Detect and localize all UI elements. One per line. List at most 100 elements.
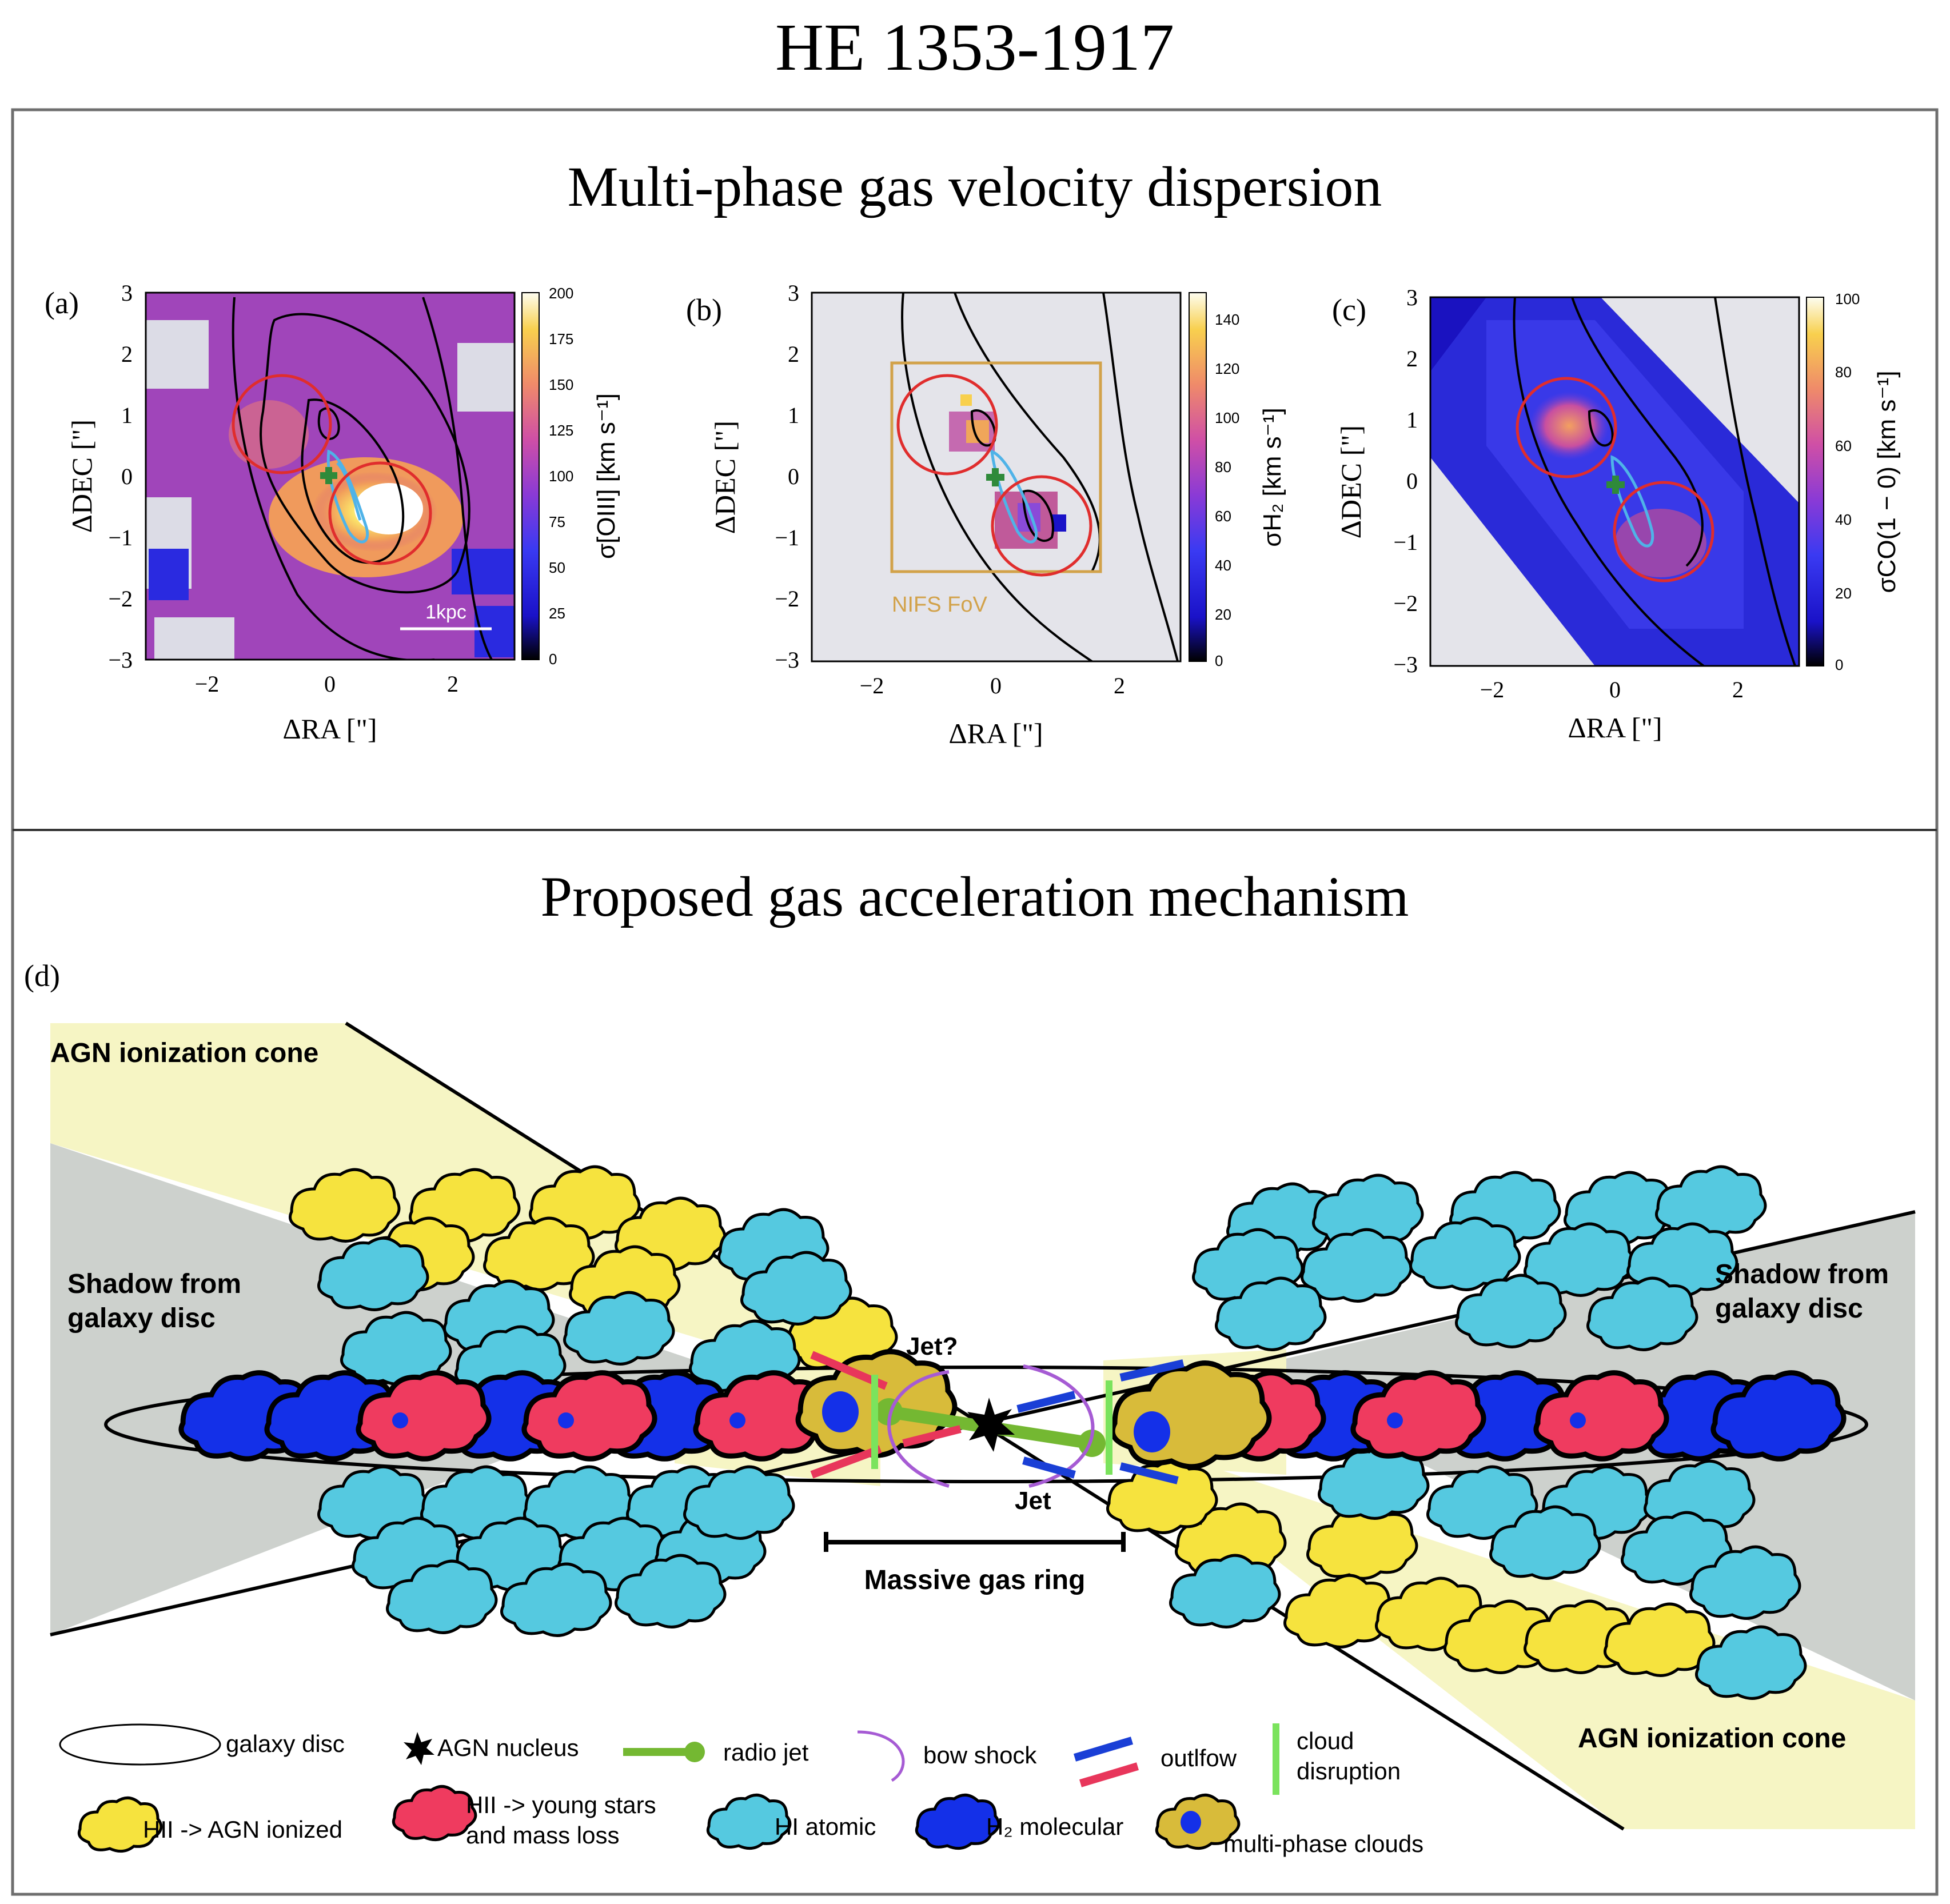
panel-d-label: (d) (24, 959, 60, 993)
panel-a-cbar-tick: 150 (549, 376, 573, 393)
panel-c-ytick: −2 (1393, 590, 1418, 616)
panel-b-cbar-tick: 140 (1215, 311, 1239, 328)
panel-c-ylabel: ΔDEC ["] (1335, 425, 1367, 538)
ring-label: Massive gas ring (864, 1565, 1086, 1595)
panel-b-xtick: 2 (1114, 673, 1125, 698)
ring-bracket (824, 1532, 1126, 1552)
legend-h2-swatch (915, 1794, 1000, 1850)
clouds-disc (178, 1370, 1847, 1462)
panel-b-ytick: 2 (788, 341, 799, 367)
shadow-label-left-2: galaxy disc (67, 1303, 216, 1334)
panel-b-cbar-tick: 120 (1215, 360, 1239, 377)
figure-frame (11, 108, 1939, 1896)
panel-c-cbar-tick: 40 (1835, 511, 1852, 528)
panel-a-cbar-tick: 50 (549, 559, 565, 576)
panel-c-ytick: 1 (1406, 407, 1418, 433)
disruption-arrows (871, 1375, 1112, 1475)
panel-a: (a) 1kpc (45, 280, 620, 745)
panel-b-cbar-tick: 80 (1215, 458, 1231, 476)
panel-c-cbar-tick: 100 (1835, 290, 1860, 308)
panel-b-center-cross (986, 468, 1004, 486)
panel-c-xtick: 0 (1609, 677, 1621, 702)
clouds-yellow (289, 1165, 1716, 1677)
panel-c-xlabel: ΔRA ["] (1568, 712, 1662, 744)
legend-cloud-disruption-1: cloud (1297, 1727, 1354, 1754)
legend-bow-shock-swatch (857, 1730, 905, 1782)
section2-title: Proposed gas acceleration mechanism (541, 865, 1409, 928)
panel-c-cbar-tick: 60 (1835, 437, 1852, 454)
cone-label-right: AGN ionization cone (1578, 1723, 1846, 1754)
panel-a-ytick: 2 (121, 341, 133, 367)
legend-hii-agn: HII -> AGN ionized (143, 1816, 342, 1843)
legend-bow-shock: bow shock (923, 1742, 1037, 1769)
panel-a-circle-ne (232, 374, 332, 474)
legend-cloud-disruption-2: disruption (1297, 1758, 1401, 1785)
agn-nucleus (967, 1398, 1015, 1452)
panel-b-ytick: 3 (788, 280, 799, 306)
panel-a-cbar-tick: 200 (549, 285, 573, 302)
panel-a-cbar-tick: 75 (549, 513, 565, 530)
legend-outflow-red (1079, 1762, 1139, 1787)
legend-outflow: outlfow (1161, 1745, 1237, 1771)
panel-a-cbar-label: σ[OIII] [km s⁻¹] (592, 393, 620, 559)
panel-a-ytick: 0 (121, 464, 133, 489)
panel-c-ytick: 2 (1406, 346, 1418, 372)
panel-b-ylabel: ΔDEC ["] (709, 421, 741, 534)
panel-b-ytick: 1 (788, 402, 799, 428)
panel-c-xtick: 2 (1732, 677, 1744, 702)
section1-title: Multi-phase gas velocity dispersion (568, 155, 1382, 218)
panel-c-ytick: 3 (1406, 285, 1418, 310)
legend-agn-nucleus: AGN nucleus (437, 1734, 579, 1761)
clouds-cyan (317, 1165, 1807, 1700)
panel-a-cbar-tick: 100 (549, 468, 573, 485)
panel-a-cbar-tick: 175 (549, 330, 573, 348)
schematic: AGN ionization cone AGN ionization cone … (50, 1021, 1916, 1831)
panel-c: (c) 3 2 1 0 −1 −2 −3 −2 0 (1332, 285, 1901, 744)
legend-multiphase-core (1181, 1811, 1201, 1834)
panel-c-cbar-label: σCO(1 − 0) [km s⁻¹] (1873, 371, 1901, 593)
panel-b-circle-ne (896, 374, 998, 476)
nifs-fov-label: NIFS FoV (892, 593, 987, 617)
bow-shock-left (887, 1370, 950, 1488)
legend-agn-nucleus-swatch (404, 1732, 434, 1765)
panel-a-ytick: −1 (108, 525, 133, 550)
legend-radio-jet: radio jet (723, 1739, 809, 1766)
panel-b-label: (b) (686, 293, 722, 327)
panel-b: (b) NIFS FoV 3 2 1 0 −1 (686, 280, 1286, 749)
panel-a-xtick: 0 (324, 671, 336, 697)
panel-a-circle-sw (328, 461, 432, 565)
panel-c-ytick: 0 (1406, 468, 1418, 494)
galaxy-disc (104, 1366, 1868, 1483)
panel-a-ytick: 1 (121, 402, 133, 428)
jet-label-left: Jet? (906, 1332, 958, 1360)
scale-bar-label: 1kpc (425, 601, 466, 623)
panel-b-xtick: −2 (860, 673, 884, 698)
panel-b-ytick: −3 (775, 647, 799, 673)
panel-a-cbar-tick: 25 (549, 605, 565, 622)
panel-a-ytick: −3 (108, 647, 133, 673)
panel-a-cbar-tick: 125 (549, 422, 573, 439)
panel-b-cbar-tick: 0 (1215, 652, 1223, 669)
panel-c-cbar-tick: 20 (1835, 585, 1852, 602)
panel-c-circle-sw (1613, 481, 1714, 582)
panel-c-xtick: −2 (1480, 677, 1505, 702)
legend: galaxy disc AGN nucleus radio jet bow sh… (59, 1723, 1423, 1857)
panel-b-xlabel: ΔRA ["] (948, 717, 1043, 749)
panel-b-circle-sw (991, 475, 1092, 577)
panel-a-ytick: 3 (121, 280, 133, 306)
panel-c-ytick: −3 (1393, 652, 1418, 677)
panel-c-center-cross (1606, 476, 1625, 494)
shadow-label-right-2: galaxy disc (1715, 1294, 1863, 1324)
legend-galaxy-disc-swatch (59, 1723, 221, 1766)
panel-b-cbar-tick: 60 (1215, 508, 1231, 525)
shadow-label-right-1: Shadow from (1715, 1259, 1889, 1290)
panel-b-xtick: 0 (990, 673, 1002, 698)
nifs-fov-box (890, 361, 1102, 573)
panel-b-ytick: −2 (775, 586, 799, 612)
panel-c-circle-ne (1516, 377, 1617, 478)
panel-a-xtick: −2 (195, 671, 220, 697)
legend-hii-stars-1: HII -> young stars (466, 1791, 656, 1818)
panel-c-ytick: −1 (1393, 529, 1418, 555)
legend-galaxy-disc: galaxy disc (226, 1730, 345, 1757)
figure-title: HE 1353-1917 (775, 10, 1174, 85)
